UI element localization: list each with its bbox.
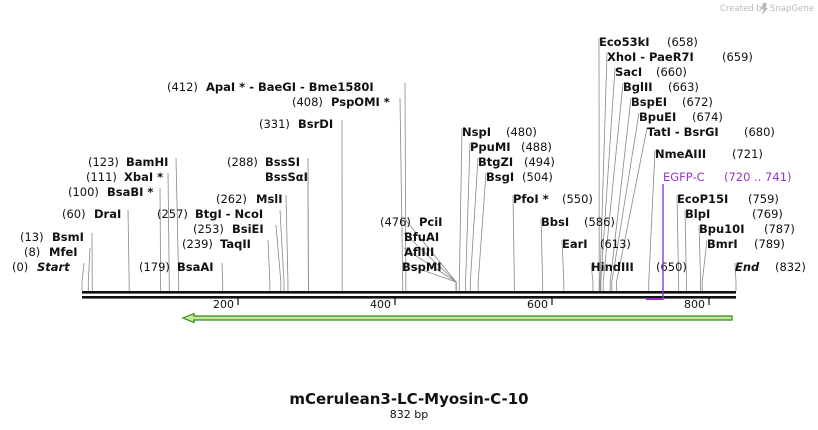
site-label-afliii: AflIII — [404, 245, 434, 259]
site-label-btgi-ncoi: (257) BtgI - NcoI — [157, 207, 263, 221]
feature-egfp-c — [646, 184, 664, 300]
site-label-bsiei: (253) BsiEI — [193, 222, 264, 236]
snapgene-credit: Created by SnapGene — [720, 3, 814, 15]
leader-line-bsaai — [221, 262, 224, 291]
site-label-apai-baegi-bme1580i: (412) ApaI * - BaeGI - Bme1580I — [167, 80, 374, 94]
backbone-bottom-strand — [82, 296, 736, 299]
site-label-nmeaiii: NmeAIII (721) — [655, 147, 763, 161]
leader-line-bpu10i — [698, 224, 702, 291]
site-label-pfoi: PfoI * (550) — [513, 192, 593, 206]
site-label-bspei: BspEI (672) — [631, 95, 713, 109]
site-label-ecop15i: EcoP15I (759) — [677, 192, 779, 206]
site-label-xhoi-paer7i: XhoI - PaeR7I (659) — [607, 50, 753, 64]
site-label-bpu10i: Bpu10I (787) — [699, 222, 795, 236]
leader-line-bpuei — [611, 112, 640, 291]
plasmid-title: mCerulean3-LC-Myosin-C-10 — [289, 390, 528, 408]
leader-line-tati-bsrgi — [616, 127, 648, 291]
plasmid-length: 832 bp — [390, 408, 428, 421]
leader-line-bspmi — [401, 262, 457, 291]
tick-label-600: 600 — [527, 298, 548, 311]
leader-line-apai-baegi-bme1580i — [404, 82, 407, 291]
site-label-nspi: NspI (480) — [462, 125, 537, 139]
leader-line-bspei — [609, 97, 632, 291]
site-label-bglii: BglII (663) — [623, 80, 699, 94]
site-label-drai: (60) DraI — [62, 207, 121, 221]
site-label-bsssi: (288) BssSI — [227, 155, 300, 169]
orf-arrow — [181, 312, 733, 324]
sequence-backbone — [82, 291, 736, 299]
leader-line-start — [81, 262, 85, 291]
site-label-bsssai: BssSαI — [265, 170, 308, 184]
site-label-pcii: (476) PciI — [380, 215, 442, 229]
leader-line-pfoi — [512, 194, 515, 291]
site-label-mfei: (8) MfeI — [24, 245, 78, 259]
leader-line-hindiii — [590, 262, 594, 291]
leader-line-bbsi — [540, 217, 544, 291]
site-label-hindiii: HindIII (650) — [591, 260, 687, 274]
site-label-start: (0) Start — [12, 260, 70, 274]
tick-label-200: 200 — [213, 298, 234, 311]
leader-line-drai — [127, 209, 130, 291]
site-label-bamhi: (123) BamHI — [88, 155, 168, 169]
leader-line-blpi — [684, 209, 687, 291]
credit-prefix: Created by — [720, 4, 767, 14]
site-label-eari: EarI (613) — [562, 237, 631, 251]
leader-lines — [81, 37, 737, 291]
site-label-bsgi: BsgI (504) — [486, 170, 553, 184]
leader-line-btgzi — [469, 157, 479, 291]
feature-label-egfp-c: EGFP-C (720 .. 741) — [663, 170, 792, 184]
site-label-saci: SacI (660) — [615, 65, 687, 79]
site-label-tati-bsrgi: TatI - BsrGI (680) — [647, 125, 775, 139]
leader-line-bsabi — [159, 187, 162, 291]
feature-egfp-c-span — [646, 298, 663, 300]
site-label-eco53ki: Eco53kI (658) — [599, 35, 698, 49]
site-label-bsmi: (13) BsmI — [20, 230, 84, 244]
tick-label-400: 400 — [370, 298, 391, 311]
site-label-bspmi: BspMI — [402, 260, 442, 274]
leader-line-end — [734, 262, 737, 291]
leader-line-taqii — [267, 239, 271, 291]
site-label-btgzi: BtgZI (494) — [478, 155, 555, 169]
leader-line-nmeaiii — [648, 149, 656, 291]
site-label-blpi: BlpI (769) — [685, 207, 783, 221]
leader-line-nspi — [458, 127, 463, 291]
site-label-msli: (262) MslI — [216, 192, 283, 206]
leader-line-xbai — [167, 172, 170, 291]
leader-line-pspomi — [399, 97, 404, 291]
tick-label-800: 800 — [684, 298, 705, 311]
site-label-ppumi: PpuMI (488) — [470, 140, 552, 154]
site-label-taqii: (239) TaqII — [182, 237, 251, 251]
site-labels: (0) Start (8) MfeI (13) BsmI (60) DraI (… — [12, 35, 806, 274]
site-label-bpuei: BpuEI (674) — [639, 110, 723, 124]
site-label-bbsi: BbsI (586) — [541, 215, 615, 229]
ruler-ticks: 200 400 600 800 — [213, 298, 710, 311]
credit-brand: SnapGene — [770, 4, 814, 14]
site-label-pspomi: (408) PspOMI * — [292, 95, 390, 109]
leader-line-msli — [285, 194, 289, 291]
site-label-end: End (832) — [735, 260, 806, 274]
snapgene-logo-icon — [761, 3, 768, 15]
site-label-xbai: (111) XbaI * — [86, 170, 163, 184]
site-label-bsaai: (179) BsaAI — [139, 260, 214, 274]
orf-arrow-shape — [181, 312, 733, 324]
leader-line-bmri — [701, 239, 708, 291]
backbone-top-strand — [82, 291, 736, 294]
leader-line-btgi-ncoi — [279, 209, 285, 291]
leader-line-xhoi-paer7i — [599, 52, 608, 291]
leader-line-bsgi — [477, 172, 487, 291]
leader-line-saci — [600, 67, 616, 291]
leader-line-bglii — [602, 82, 624, 291]
leader-line-mfei — [87, 247, 91, 291]
leader-line-ppumi — [465, 142, 471, 291]
site-label-bsabi: (100) BsaBI * — [68, 185, 153, 199]
site-label-bfuai: BfuAI — [404, 230, 439, 244]
leader-line-bsiei — [275, 224, 282, 291]
site-label-bmri: BmrI (789) — [707, 237, 785, 251]
leader-line-eari — [561, 239, 565, 291]
site-label-bsrdi: (331) BsrDI — [259, 117, 333, 131]
leader-line-ecop15i — [676, 194, 680, 291]
leader-line-bamhi — [175, 157, 180, 291]
